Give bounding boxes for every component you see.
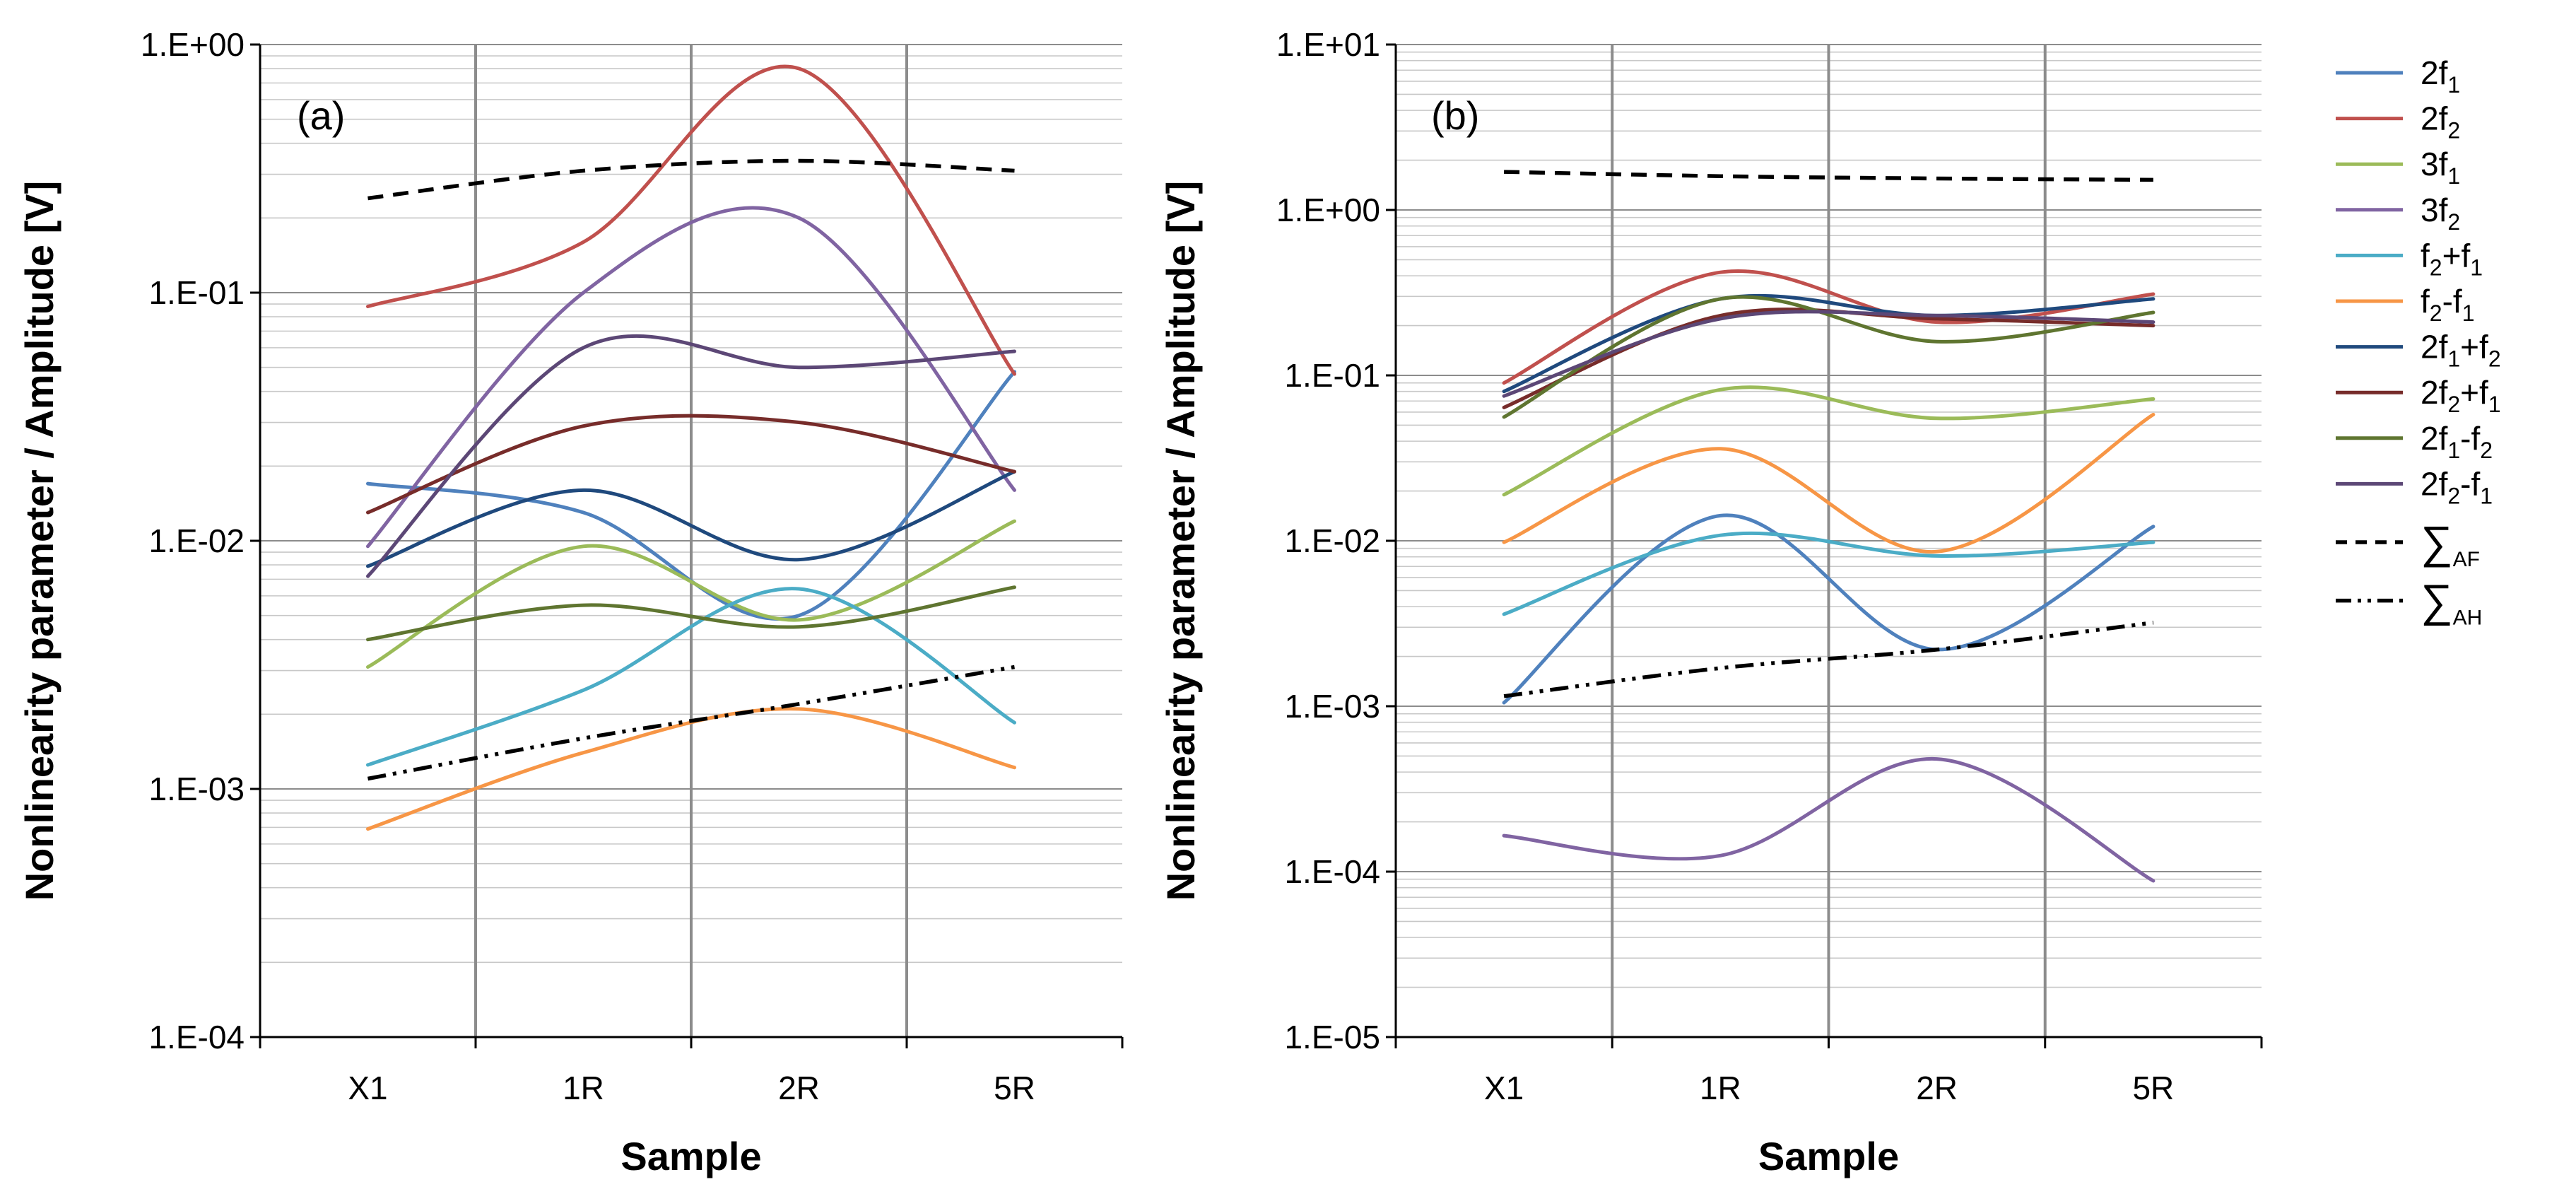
panel-label: (b)	[1431, 93, 1479, 138]
legend-item: f2+f1	[2336, 237, 2483, 280]
legend-item: 3f2	[2336, 192, 2460, 235]
series-line-3f1	[366, 519, 1016, 669]
legend-label: 2f1	[2421, 54, 2460, 98]
y-tick-label: 1.E-04	[1284, 853, 1380, 890]
series-line-f2plusf1	[1502, 531, 2156, 616]
x-tick-label: 2R	[778, 1070, 820, 1106]
legend-label: 2f2	[2421, 100, 2460, 144]
x-tick-label: 5R	[994, 1070, 1035, 1106]
x-tick-label: X1	[348, 1070, 387, 1106]
x-tick-label: 2R	[1916, 1070, 1958, 1106]
chart-panel-a: 1.E-04 1.E-03 1.E-02 1.E-01 1.E+00 X1 1R 2R 5R Sa…	[17, 26, 1124, 1178]
chart-panel-b: 1.E-05 1.E-04 1.E-03 1.E-02 1.E-01 1.E+00 1.E+…	[1158, 26, 2263, 1178]
y-tick-label: 1.E+00	[1276, 192, 1380, 228]
series-line-f2minusf1	[1502, 412, 2156, 554]
legend-item: 2f2	[2336, 100, 2460, 144]
legend-item: 2f1	[2336, 54, 2460, 98]
series-line-f2plusf1	[366, 587, 1016, 767]
series-group	[366, 64, 1016, 831]
series-line-2f2minusf1	[366, 334, 1016, 578]
x-axis-title: Sample	[621, 1134, 761, 1178]
legend-label: 2f2-f1	[2421, 465, 2493, 508]
series-group	[1502, 170, 2156, 883]
y-tick-label: 1.E-02	[148, 522, 245, 559]
panel-label: (a)	[297, 93, 345, 138]
series-line-2f1minusf2	[366, 585, 1016, 642]
series-line-sumAH	[1503, 621, 2154, 698]
y-tick-label: 1.E-03	[1284, 688, 1380, 725]
legend-item: ∑AF	[2336, 517, 2480, 571]
y-axis-title: Nonlinearity parameter / Amplitude [V]	[1158, 181, 1203, 901]
series-line-2f1plusf2	[1502, 293, 2156, 394]
legend-item: 2f1-f2	[2336, 420, 2493, 463]
series-line-2f1plusf2	[366, 469, 1016, 568]
series-line-2f1	[1502, 513, 2156, 705]
y-tick-label: 1.E-01	[148, 274, 245, 311]
y-tick-label: 1.E+00	[141, 26, 245, 63]
legend-item: 3f1	[2336, 146, 2460, 189]
legend-label: f2-f1	[2421, 283, 2474, 326]
series-line-3f2	[1502, 757, 2156, 883]
x-tick-label: 5R	[2132, 1070, 2174, 1106]
y-tick-label: 1.E-03	[148, 771, 245, 807]
legend-item: 2f2+f1	[2336, 374, 2501, 417]
series-line-2f2	[1502, 269, 2156, 385]
x-tick-label: 1R	[1700, 1070, 1741, 1106]
series-line-2f2minusf1	[1502, 310, 2156, 398]
legend-item: 2f2-f1	[2336, 465, 2493, 508]
series-line-sumAH	[367, 665, 1015, 781]
legend-label: 2f2+f1	[2421, 374, 2501, 417]
legend-item: 2f1+f2	[2336, 329, 2501, 372]
series-line-3f1	[1502, 385, 2156, 497]
y-tick-label: 1.E+01	[1276, 26, 1380, 63]
legend-item: f2-f1	[2336, 283, 2474, 326]
series-line-2f2	[366, 64, 1016, 376]
legend-label: 3f2	[2421, 192, 2460, 235]
legend-item: ∑AH	[2336, 575, 2482, 630]
x-tick-label: X1	[1484, 1070, 1524, 1106]
legend: 2f12f23f13f2f2+f1f2-f12f1+f22f2+f12f1-f2…	[2336, 54, 2501, 630]
series-line-2f2plusf1	[366, 414, 1016, 515]
series-line-2f1	[366, 370, 1016, 621]
legend-label: ∑AH	[2421, 575, 2482, 630]
x-axis-title: Sample	[1758, 1134, 1899, 1178]
legend-label: 2f1-f2	[2421, 420, 2493, 463]
y-tick-label: 1.E-04	[148, 1019, 245, 1055]
gridlines	[1396, 44, 2262, 1038]
legend-label: 2f1+f2	[2421, 329, 2501, 372]
legend-label: f2+f1	[2421, 237, 2483, 280]
x-tick-label: 1R	[563, 1070, 604, 1106]
legend-label: 3f1	[2421, 146, 2460, 189]
y-tick-label: 1.E-01	[1284, 357, 1380, 394]
y-axis-title: Nonlinearity parameter / Amplitude [V]	[17, 181, 61, 901]
legend-label: ∑AF	[2421, 517, 2480, 571]
y-tick-label: 1.E-05	[1284, 1019, 1380, 1055]
y-tick-label: 1.E-02	[1284, 522, 1380, 559]
